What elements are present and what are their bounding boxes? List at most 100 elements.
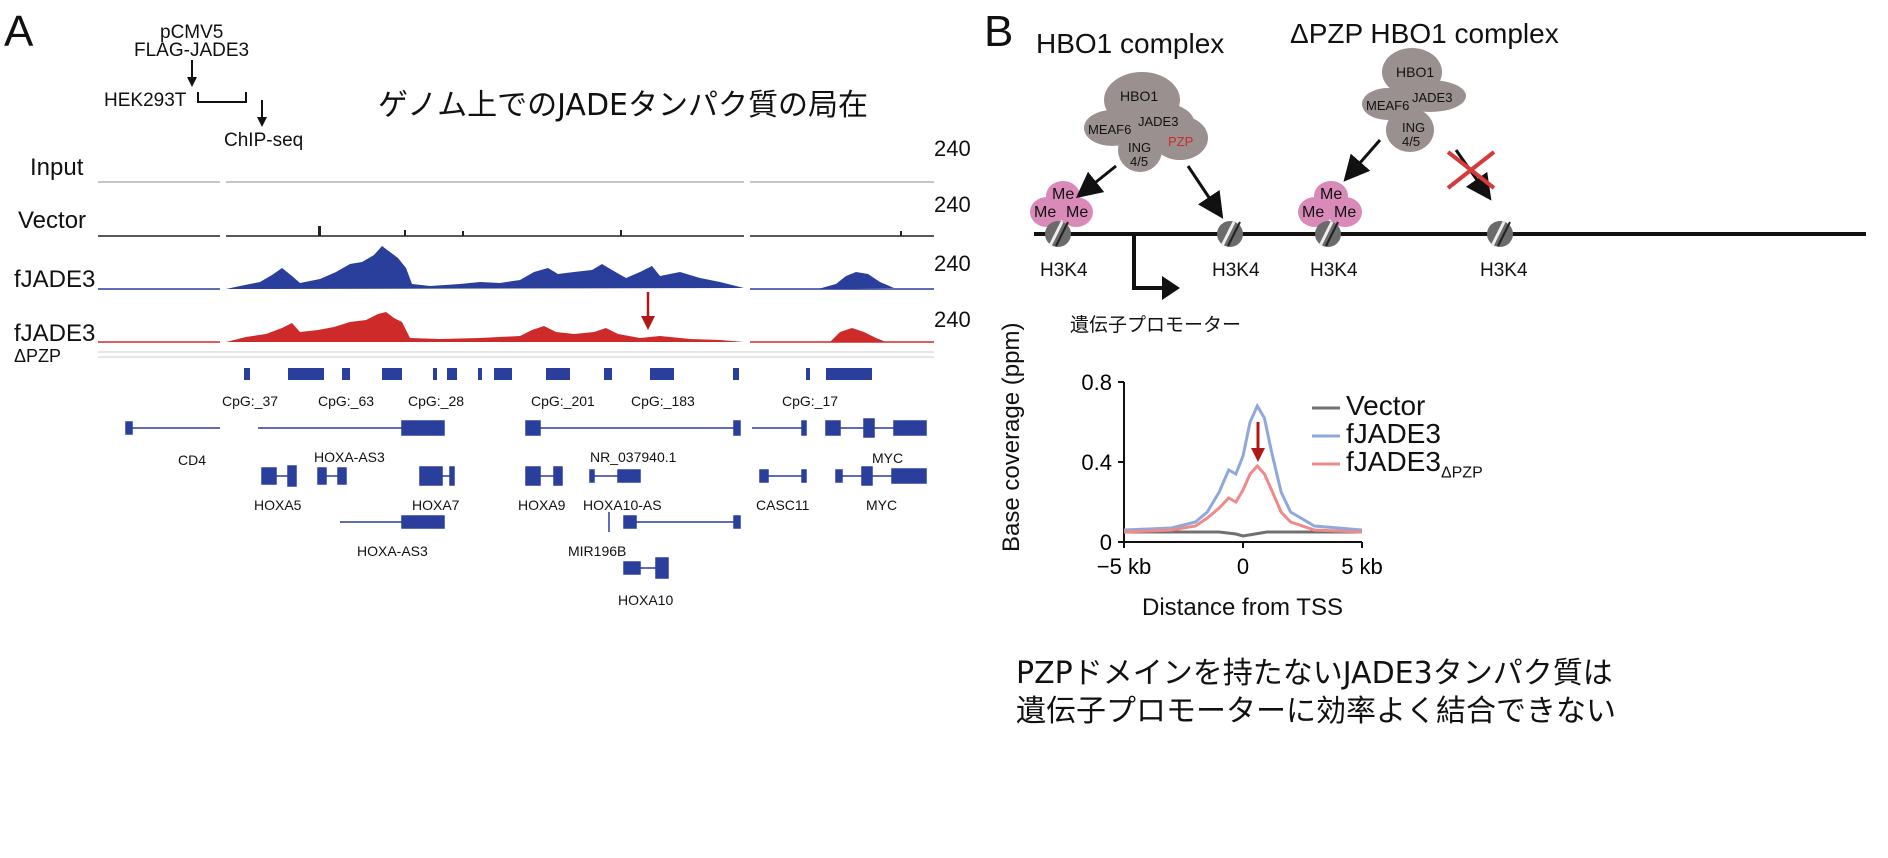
chart-y-tick-label: 0 — [1100, 530, 1112, 555]
h3k4-label: H3K4 — [1310, 260, 1358, 281]
cell-line-label: HEK293T — [104, 90, 187, 111]
track-label-fjade3: fJADE3 — [14, 266, 96, 293]
panel-a-title: ゲノム上でのJADEタンパク質の局在 — [378, 88, 868, 123]
h3k4-label: H3K4 — [1040, 260, 1088, 281]
protocol-bracket — [197, 92, 247, 103]
me-label: Me — [1302, 204, 1325, 221]
subunit-jade3: JADE3 — [1412, 90, 1453, 105]
plasmid-label-2: FLAG-JADE3 — [134, 40, 250, 61]
subunit-ing: ING — [1402, 120, 1426, 135]
red-arrow-a-head — [641, 316, 655, 330]
gene-label: HOXA10 — [618, 592, 674, 608]
chart-red-arrow-head — [1251, 448, 1265, 462]
gene-label: MYC — [866, 497, 898, 513]
subunit-pzp: PZP — [1168, 134, 1194, 149]
promoter-arrow-head — [1162, 276, 1180, 300]
subunit-meaf6: MEAF6 — [1366, 98, 1410, 113]
scale-fjade3: 240 — [934, 251, 971, 276]
cpg-label: CpG:_183 — [631, 393, 695, 409]
promoter-label: 遺伝子プロモーター — [1070, 314, 1242, 336]
gene-label: HOXA9 — [518, 497, 566, 513]
nucleosome — [1487, 221, 1513, 247]
legend-item-fjade3: fJADE3 — [1346, 418, 1441, 449]
gene-label: HOXA5 — [254, 497, 302, 513]
block-cross-icon — [1446, 150, 1496, 190]
legend-item-dpzp-sub: ΔPZP — [1440, 464, 1483, 482]
chart-x-tick-label: 0 — [1237, 554, 1249, 579]
gene-label: CASC11 — [756, 497, 810, 513]
chart-series-line — [1124, 530, 1362, 538]
scale-vector: 240 — [934, 192, 971, 217]
chart-y-label: Base coverage (ppm) — [998, 322, 1025, 552]
scale-input: 240 — [934, 136, 971, 161]
chart-x-label: Distance from TSS — [1142, 594, 1343, 621]
nucleosome — [1045, 221, 1071, 247]
scale-fjade3-dpzp: 240 — [934, 307, 971, 332]
track-fjade3 — [98, 246, 934, 290]
nucleosome — [1217, 221, 1243, 247]
hbo1-complex-wt — [1084, 72, 1208, 172]
arrow-to-me — [1343, 139, 1382, 182]
legend-item-fjade3-dpzp: fJADE3ΔPZP — [1346, 446, 1483, 483]
me-cluster-2 — [1298, 181, 1362, 227]
nucleosome — [1315, 221, 1341, 247]
gene-label: NR_037940.1 — [590, 449, 677, 465]
arrow-to-me — [1075, 164, 1117, 199]
plasmid-label-1: pCMV5 — [160, 22, 224, 43]
me-label: Me — [1320, 186, 1343, 203]
gene-label: MYC — [872, 450, 904, 466]
promoter-arrow — [1132, 234, 1166, 290]
subunit-hbo1: HBO1 — [1396, 64, 1435, 80]
hbo1-complex-dpzp — [1362, 48, 1466, 152]
gene-label: MIR196B — [568, 543, 627, 559]
panel-a-letter: A — [4, 7, 34, 56]
legend-item-vector: Vector — [1346, 390, 1426, 421]
caption-line-2: 遺伝子プロモーターに効率よく結合できない — [1016, 694, 1616, 729]
cpg-label: CpG:_37 — [222, 393, 279, 409]
track-label-fjade3-dpzp: fJADE3 — [14, 320, 96, 347]
chart-x-tick-label: 5 kb — [1341, 554, 1383, 579]
track-fjade3-dpzp — [98, 312, 934, 343]
gene-label: HOXA-AS3 — [357, 543, 428, 559]
assay-label: ChIP-seq — [224, 130, 304, 151]
subunit-ing: ING — [1128, 140, 1152, 155]
caption-line-1: PZPドメインを持たないJADE3タンパク質は — [1016, 656, 1613, 691]
track-label-input: Input — [30, 154, 84, 181]
subunit-ing-45: 4/5 — [1130, 154, 1149, 169]
gene-label: HOXA-AS3 — [314, 449, 385, 465]
complex-wt-title: HBO1 complex — [1036, 28, 1225, 59]
arrow-to-nucleosome — [1186, 165, 1224, 219]
track-vector — [98, 226, 934, 237]
track-label-dpzp-sub: ΔPZP — [14, 346, 62, 366]
subunit-ing-45: 4/5 — [1402, 134, 1421, 149]
me-cluster-1 — [1030, 181, 1093, 227]
h3k4-label: H3K4 — [1212, 260, 1260, 281]
chart-x-tick-label: −5 kb — [1097, 554, 1151, 579]
chart-series-line — [1123, 402, 1363, 532]
gene-label: HOXA10-AS — [583, 497, 662, 513]
subunit-hbo1: HBO1 — [1120, 88, 1159, 104]
me-label: Me — [1066, 204, 1089, 221]
me-label: Me — [1052, 186, 1075, 203]
gene-models — [125, 418, 927, 579]
chart-series-line — [1123, 463, 1363, 534]
gene-label: HOXA7 — [412, 497, 460, 513]
legend-item-fjade3-dpzp-name: fJADE3 — [1346, 446, 1441, 477]
cpg-label: CpG:_201 — [531, 393, 595, 409]
h3k4-label: H3K4 — [1480, 260, 1528, 281]
subunit-meaf6: MEAF6 — [1088, 122, 1132, 137]
track-label-vector: Vector — [18, 207, 87, 234]
complex-dpzp-title: ΔPZP HBO1 complex — [1290, 18, 1559, 49]
panel-b-letter: B — [984, 7, 1014, 56]
me-label: Me — [1334, 204, 1357, 221]
cpg-island-track — [244, 368, 872, 380]
chart-y-tick-label: 0.4 — [1081, 450, 1112, 475]
gene-label: CD4 — [178, 452, 207, 468]
cpg-label: CpG:_63 — [318, 393, 375, 409]
cpg-label: CpG:_17 — [782, 393, 839, 409]
subunit-jade3: JADE3 — [1138, 114, 1179, 129]
cpg-label: CpG:_28 — [408, 393, 465, 409]
